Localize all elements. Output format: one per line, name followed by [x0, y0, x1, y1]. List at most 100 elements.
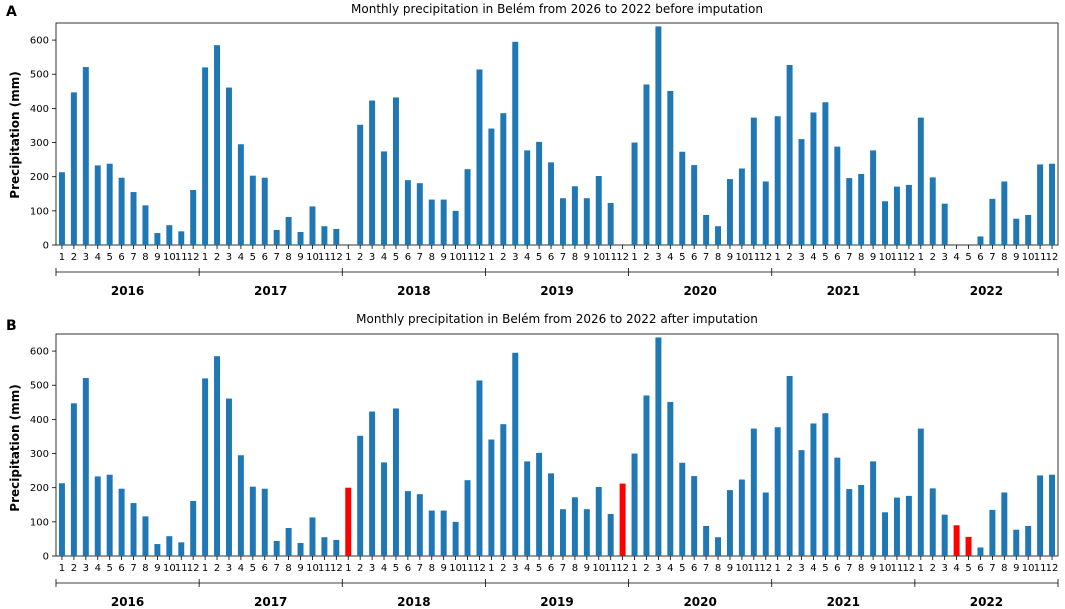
- panel-b-month-label: 11: [604, 563, 617, 574]
- panel-a-month-label: 6: [548, 252, 554, 263]
- panel-a-month-label: 6: [834, 252, 840, 263]
- panel-a-month-label: 10: [306, 252, 319, 263]
- panel-b-year-label: 2019: [540, 595, 573, 609]
- panel-a-bar: [476, 69, 483, 245]
- panel-b-month-label: 6: [262, 563, 268, 574]
- panel-b-month-label: 12: [616, 563, 629, 574]
- panel-a-year-label: 2021: [827, 284, 860, 298]
- panel-a-bar: [631, 142, 638, 245]
- panel-a-month-label: 9: [440, 252, 446, 263]
- panel-a-month-label: 3: [83, 252, 89, 263]
- panel-b-bar: [941, 514, 948, 556]
- panel-a-bar: [774, 116, 781, 246]
- panel-b-bar: [822, 413, 829, 556]
- panel-b-bar: [142, 516, 149, 556]
- panel-a-bar: [595, 176, 602, 245]
- panel-b-month-label: 4: [524, 563, 530, 574]
- panel-b-bar: [643, 395, 650, 556]
- panel-a-x-ticks: 1 2 3 4 5 6 7 8 9 10 11 12 1 2 3 4 5 6 7 8 9 10 11 12 1 2 3 4 5 6 7 8 9 1…: [59, 245, 1058, 263]
- panel-a-bar: [488, 128, 495, 245]
- panel-b-bar: [190, 501, 197, 556]
- panel-a-bar: [261, 177, 268, 245]
- panel-b-bar: [571, 497, 578, 556]
- panel-a-month-label: 2: [643, 252, 649, 263]
- panel-b-month-label: 2: [643, 563, 649, 574]
- panel-a-month-label: 4: [667, 252, 673, 263]
- panel-a-bar: [94, 165, 101, 245]
- panel-a-bar: [428, 199, 435, 245]
- panel-a-bar: [190, 190, 197, 245]
- panel-b-month-label: 6: [977, 563, 983, 574]
- panel-b-month-label: 8: [285, 563, 291, 574]
- panel-b-bar: [369, 411, 376, 556]
- panel-b-month-label: 1: [774, 563, 780, 574]
- panel-a-bar: [202, 67, 209, 246]
- panel-b-month-label: 3: [226, 563, 232, 574]
- panel-b-month-label: 9: [727, 563, 733, 574]
- panel-b-month-label: 8: [572, 563, 578, 574]
- panel-b-bar: [1025, 525, 1032, 556]
- panel-b-bar: [237, 455, 244, 556]
- panel-a-month-label: 10: [592, 252, 605, 263]
- panel-a-bar: [154, 233, 161, 245]
- panel-a-bar: [225, 87, 232, 245]
- panel-a-bar: [583, 198, 590, 245]
- panel-a-month-label: 12: [473, 252, 486, 263]
- panel-b-year-label: 2016: [111, 595, 144, 609]
- panel-b-month-label: 2: [71, 563, 77, 574]
- panel-a-bar: [679, 151, 686, 245]
- panel-a-month-label: 11: [461, 252, 474, 263]
- panel-a-plot-frame: [55, 22, 1059, 246]
- panel-b-month-label: 6: [405, 563, 411, 574]
- panel-b-bar: [846, 489, 853, 556]
- panel-b-month-label: 1: [918, 563, 924, 574]
- panel-a-bar: [142, 205, 149, 245]
- panel-b-bar: [333, 539, 340, 556]
- panel-a-bar: [750, 117, 757, 245]
- panel-b-month-label: 12: [473, 563, 486, 574]
- panel-b-bar: [726, 490, 733, 556]
- panel-a-bar: [738, 168, 745, 245]
- panel-b-month-label: 5: [679, 563, 685, 574]
- panel-a-month-label: 8: [429, 252, 435, 263]
- panel-a-bar: [416, 183, 423, 245]
- panel-b-month-label: 10: [306, 563, 319, 574]
- panel-a-bar: [536, 141, 543, 245]
- panel-b-month-label: 11: [318, 563, 331, 574]
- panel-a-month-label: 10: [163, 252, 176, 263]
- panel-b-month-label: 7: [989, 563, 995, 574]
- panel-b-bar: [512, 352, 519, 556]
- panel-a-bar: [512, 41, 519, 245]
- panel-b-bar: [154, 544, 161, 556]
- panel-a-month-label: 6: [262, 252, 268, 263]
- panel-a-bar: [834, 146, 841, 245]
- panel-b-x-ticks: 1 2 3 4 5 6 7 8 9 10 11 12 1 2 3 4 5 6 7 8 9 10 11 12 1 2 3 4 5 6 7 8 9 1…: [59, 556, 1059, 574]
- panel-b-month-label: 1: [345, 563, 351, 574]
- panel-b-month-label: 8: [429, 563, 435, 574]
- panel-b-year-label: 2020: [683, 595, 716, 609]
- panel-b-bar: [893, 497, 900, 556]
- panel-a-bar: [214, 45, 221, 246]
- panel-b-month-label: 5: [965, 563, 971, 574]
- panel-b-month-label: 9: [1013, 563, 1019, 574]
- panel-a-month-label: 3: [226, 252, 232, 263]
- panel-a-bar: [977, 236, 984, 245]
- panel-a-month-label: 4: [953, 252, 959, 263]
- panel-b-month-label: 12: [1046, 563, 1059, 574]
- panel-a-month-label: 11: [891, 252, 904, 263]
- panel-b-bar: [595, 487, 602, 556]
- panel-b-bar: [1037, 475, 1044, 556]
- panel-b-label: B: [6, 318, 17, 334]
- panel-a-bar: [178, 231, 185, 245]
- panel-a-month-label: 9: [154, 252, 160, 263]
- panel-b-bar: [583, 509, 590, 556]
- panel-b-month-label: 6: [548, 563, 554, 574]
- panel-b-month-label: 12: [187, 563, 200, 574]
- panel-b-month-label: 9: [870, 563, 876, 574]
- panel-b-bar: [381, 462, 388, 556]
- panel-b-bar: [703, 525, 710, 556]
- panel-a-bar: [70, 92, 77, 245]
- panel-a-y-tick-label: 500: [30, 70, 49, 81]
- panel-a-bar: [989, 198, 996, 245]
- panel-b-title: Monthly precipitation in Belém from 2026…: [356, 312, 758, 326]
